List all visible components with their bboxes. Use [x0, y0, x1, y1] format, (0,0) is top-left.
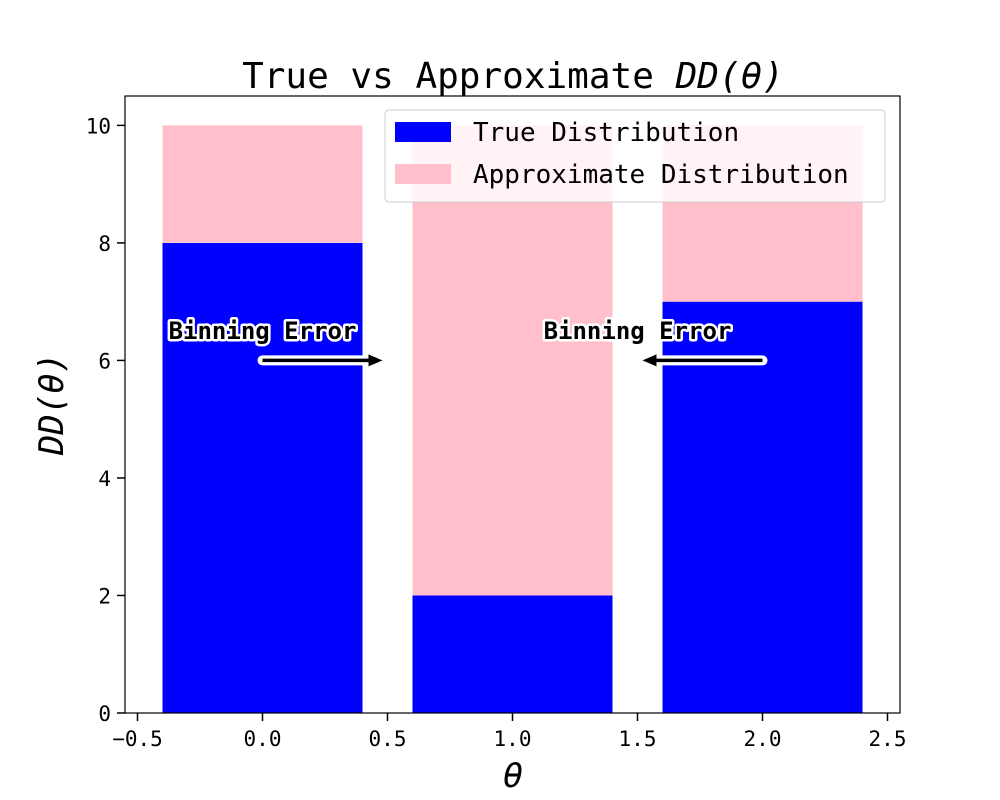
x-tick-label: 1.5 — [619, 727, 657, 751]
annotation-1: Binning Error — [541, 315, 768, 371]
bar-true-distribution-2 — [662, 301, 863, 713]
legend-box — [384, 109, 886, 203]
y-tick-label: 6 — [98, 349, 111, 373]
annotation-label: Binning Error — [169, 317, 357, 345]
legend-swatch — [395, 122, 451, 142]
chart-title-text: True vs Approximate — [242, 56, 654, 97]
bar-true-distribution-0 — [162, 242, 363, 713]
x-tick-label: −0.5 — [112, 727, 163, 751]
x-axis-label: θ — [503, 756, 523, 796]
ticks-group: −0.5 0.0 0.5 1.0 1.5 2.0 2.5 0 2 4 6 8 10 — [86, 114, 907, 751]
legend-label: Approximate Distribution — [473, 160, 849, 190]
bar-true-distribution-1 — [412, 595, 613, 713]
chart-title-math: DD(θ) — [675, 56, 784, 97]
x-tick-label: 1.0 — [494, 727, 532, 751]
annotation-0: Binning Error — [166, 315, 385, 371]
annotation-label: Binning Error — [544, 317, 732, 345]
legend-label: True Distribution — [473, 118, 739, 148]
chart-title: True vs Approximate DD(θ) — [242, 56, 784, 97]
annotations-group: Binning Error Binning Error — [166, 315, 768, 371]
bars-group — [162, 125, 863, 713]
y-tick-label: 2 — [98, 584, 111, 608]
legend: True Distribution Approximate Distributio… — [384, 109, 886, 203]
y-tick-label: 10 — [86, 114, 111, 138]
x-tick-label: 0.0 — [244, 727, 282, 751]
bar-approximate-distribution-0 — [162, 125, 363, 243]
plot-frame — [124, 95, 901, 714]
y-tick-label: 4 — [98, 467, 111, 491]
annotation-arrowhead — [368, 354, 383, 367]
y-tick-label: 0 — [98, 702, 111, 726]
legend-swatch — [395, 164, 451, 184]
annotation-arrowhead — [642, 354, 657, 367]
y-tick-label: 8 — [98, 232, 111, 256]
x-tick-label: 2.0 — [744, 727, 782, 751]
x-tick-label: 2.5 — [869, 727, 907, 751]
bar-approximate-distribution-1 — [412, 125, 613, 596]
x-tick-label: 0.5 — [369, 727, 407, 751]
y-axis-label: DD(θ) — [32, 353, 72, 456]
